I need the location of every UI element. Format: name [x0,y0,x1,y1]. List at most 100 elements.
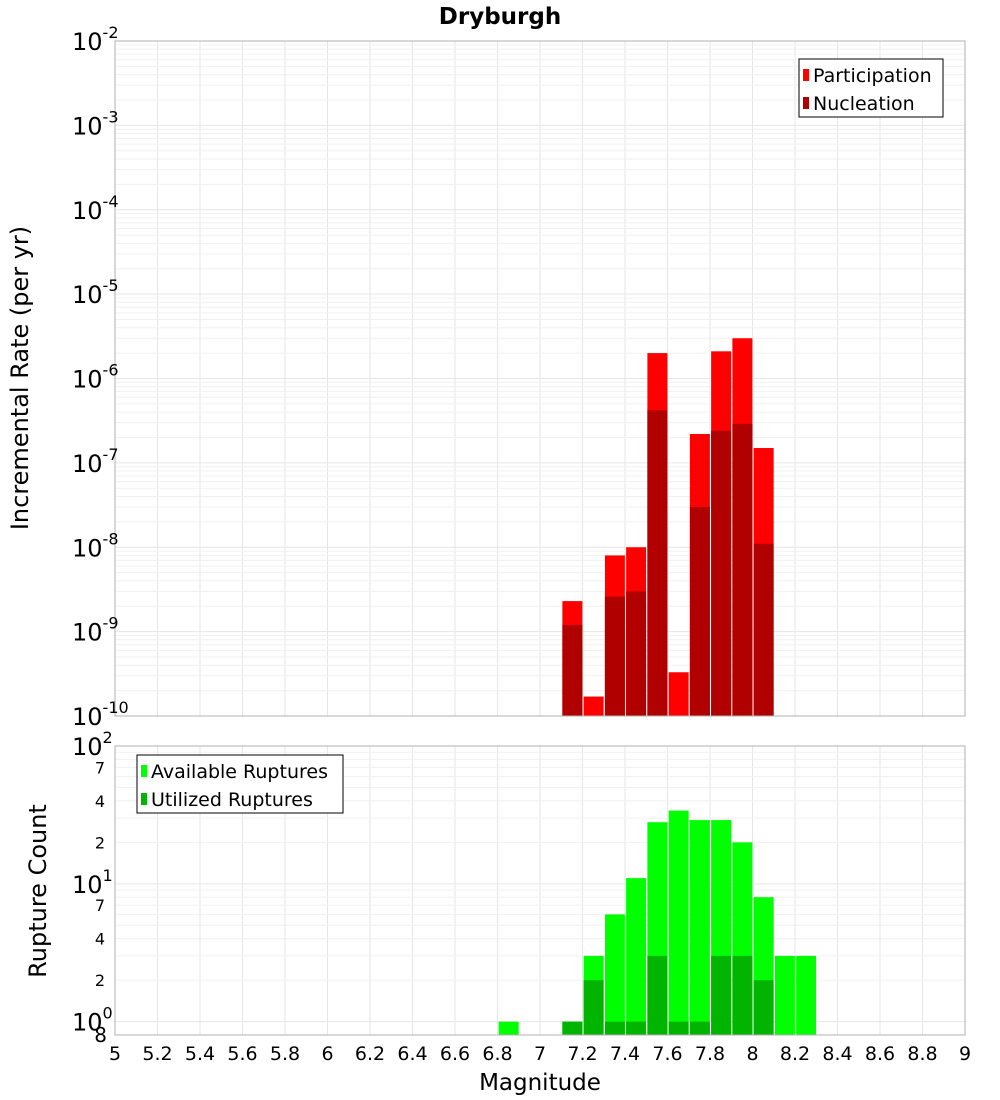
bar-nucleation [562,624,583,716]
bottom-y-tick-label: 2 [95,833,105,852]
bar-utilized-ruptures [668,1021,689,1035]
bar-available-ruptures [689,820,710,1035]
bottom-legend-box [136,754,344,814]
bar-available-ruptures [626,878,647,1035]
x-tick-label: 6.4 [397,1043,427,1065]
top-legend-box [798,58,944,118]
top-y-tick-label: 10-8 [72,529,119,562]
x-tick-label: 5.4 [185,1043,215,1065]
top-y-tick-base: 10 [72,281,103,309]
top-y-tick-label: 10-4 [72,192,119,225]
bar-nucleation [689,506,710,716]
x-tick-label: 5.8 [270,1043,300,1065]
x-tick-label: 7.6 [652,1043,682,1065]
bar-available-ruptures [774,955,795,1035]
x-tick-label: 8.4 [822,1043,852,1065]
bottom-y-tick-label: 2 [95,971,105,990]
top-y-tick-label: 10-2 [72,23,119,56]
x-tick-labels: 5 5.2 5.4 5.6 5.8 6 6.2 6.4 6.6 6.8 7 7.2 7.4 7.6 7.8 8… [109,1043,971,1065]
top-plot-frame [114,40,966,717]
top-gridlines [114,40,966,717]
bar-available-ruptures [498,1021,519,1035]
x-tick-label: 7 [534,1043,546,1065]
top-legend-label: Nucleation [813,93,915,115]
bottom-y-tick-base: 10 [72,733,103,761]
x-tick-label: 6.8 [482,1043,512,1065]
top-y-tick-label: 10-6 [72,361,119,394]
x-tick-label: 6.6 [440,1043,470,1065]
x-tick-label: 7.4 [610,1043,640,1065]
bottom-legend: Available Ruptures Utilized Ruptures [136,754,344,814]
top-y-tick-label: 10-9 [72,614,119,647]
bottom-y-axis-end-label: 8 [94,1023,107,1047]
bar-utilized-ruptures [647,955,668,1035]
top-y-tick-exponent: -8 [103,529,119,548]
bar-utilized-ruptures [689,1021,710,1035]
x-tick-label: 8 [746,1043,758,1065]
bottom-y-tick-label: 102 [72,728,113,761]
x-tick-label: 6 [321,1043,333,1065]
bar-nucleation [626,591,647,716]
bar-nucleation [647,410,668,716]
top-legend-swatch [803,69,809,81]
x-tick-label: 8.6 [865,1043,895,1065]
bottom-y-tick-label: 100 [72,1004,113,1037]
top-y-tick-base: 10 [72,28,103,56]
top-y-tick-exponent: -10 [103,698,129,717]
bar-utilized-ruptures [753,980,774,1035]
top-y-tick-label: 10-10 [72,698,129,731]
x-tick-label: 5.2 [142,1043,172,1065]
bar-utilized-ruptures [711,955,732,1035]
top-y-tick-exponent: -6 [103,361,119,380]
top-y-tick-base: 10 [72,450,103,478]
top-y-tick-exponent: -4 [103,192,119,211]
bar-available-ruptures [604,914,625,1035]
bottom-legend-label: Utilized Ruptures [151,789,313,811]
bottom-y-tick-base: 10 [72,1009,103,1037]
bar-available-ruptures [668,810,689,1035]
bottom-plot-frame [114,745,966,1036]
bar-nucleation [732,423,753,716]
bottom-legend-label: Available Ruptures [151,761,328,783]
bar-nucleation [753,543,774,716]
bar-utilized-ruptures [583,980,604,1035]
bottom-y-tick-label: 4 [95,792,105,811]
bottom-y-tick-exponent: 1 [103,866,113,885]
bottom-y-tick-label: 7 [95,758,105,777]
top-y-axis-label: Incremental Rate (per yr) [6,226,34,530]
top-y-tick-label: 10-5 [72,276,119,309]
top-legend-swatch [803,97,809,109]
top-y-tick-exponent: -3 [103,107,119,126]
x-tick-label: 6.2 [355,1043,385,1065]
bar-nucleation [711,430,732,716]
bottom-bars [498,810,817,1035]
top-y-tick-exponent: -9 [103,614,119,633]
bottom-legend-swatch [141,793,147,805]
bar-available-ruptures [796,955,817,1035]
bar-utilized-ruptures [604,1021,625,1035]
x-tick-label: 7.8 [695,1043,725,1065]
top-y-tick-exponent: -2 [103,23,119,42]
x-tick-label: 5.6 [227,1043,257,1065]
bottom-legend-swatch [141,765,147,777]
top-bars [562,338,774,716]
top-y-tick-base: 10 [72,112,103,140]
bar-participation [668,672,689,716]
x-tick-label: 5 [109,1043,121,1065]
x-tick-label: 8.2 [780,1043,810,1065]
top-y-tick-base: 10 [72,534,103,562]
bottom-y-tick-label: 7 [95,896,105,915]
top-legend-label: Participation [813,65,932,87]
top-y-tick-base: 10 [72,197,103,225]
top-y-tick-base: 10 [72,703,103,731]
x-axis-label: Magnitude [479,1070,601,1096]
bottom-y-tick-base: 10 [72,871,103,899]
x-tick-label: 7.2 [567,1043,597,1065]
top-y-tick-base: 10 [72,366,103,394]
